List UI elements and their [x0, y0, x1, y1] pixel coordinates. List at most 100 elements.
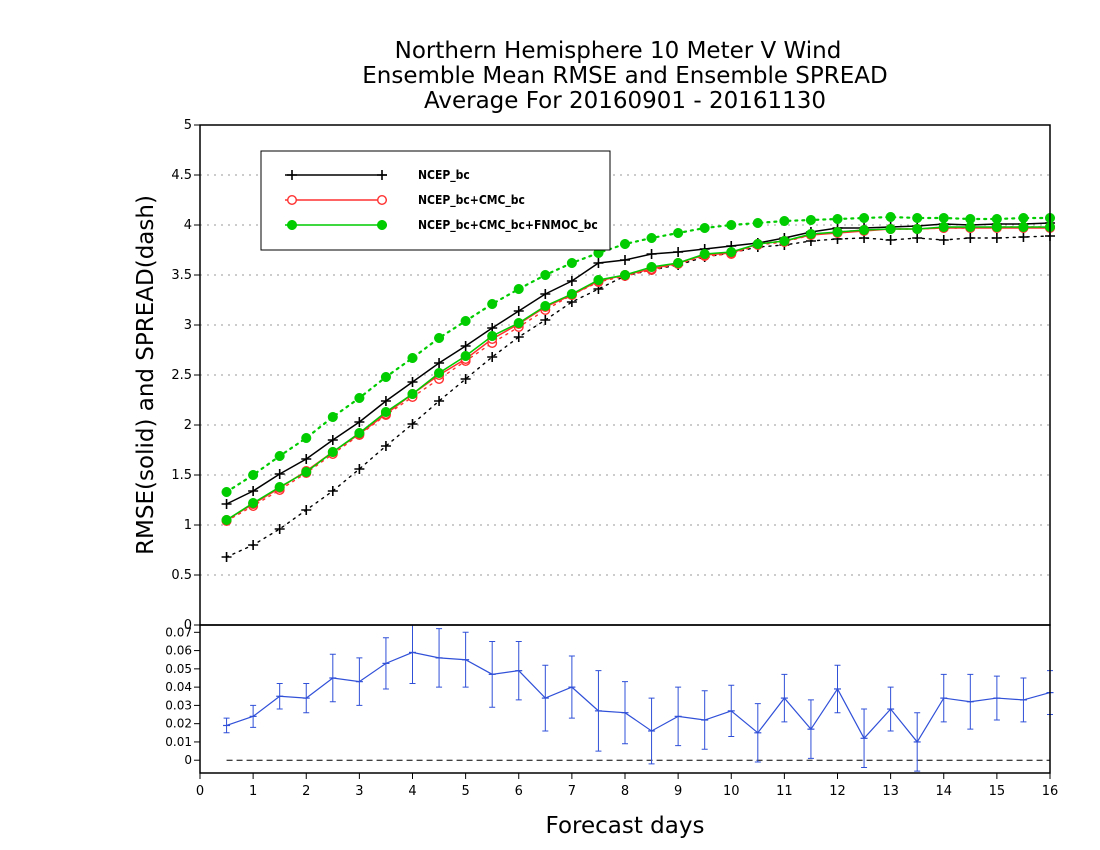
rmse-point-2-24: [859, 224, 870, 236]
spread-point-2-22: [805, 214, 816, 226]
spread-point-0-12: [540, 315, 551, 325]
bottom-y-tick-label-4: 0.04: [165, 680, 192, 694]
x-tick-label-6: 6: [515, 784, 523, 799]
rmse-point-0-8: [434, 358, 445, 368]
rmse-point-0-11: [513, 306, 524, 316]
x-tick-label-16: 16: [1042, 784, 1059, 799]
spread-point-0-10: [487, 352, 498, 362]
rmse-point-0-2: [274, 469, 285, 479]
legend-label-2: NCEP_bc+CMC_bc+FNMOC_bc: [418, 218, 598, 233]
spread-point-2-3: [301, 432, 312, 444]
rmse-point-0-5: [354, 417, 365, 427]
spread-point-2-4: [327, 411, 338, 423]
rmse-point-2-19: [726, 246, 737, 258]
x-tick-label-15: 15: [989, 784, 1006, 799]
bottom-y-tick-label-0: 0: [184, 753, 192, 767]
rmse-point-2-4: [327, 446, 338, 458]
spread-point-2-2: [274, 450, 285, 462]
series-0: [221, 218, 1055, 562]
rmse-point-0-16: [646, 249, 657, 259]
bottom-y-tick-label-2: 0.02: [165, 717, 192, 731]
rmse-point-0-1: [248, 486, 259, 496]
top-panel-series: [221, 211, 1056, 562]
spread-point-0-28: [965, 233, 976, 243]
x-tick-label-2: 2: [302, 784, 310, 799]
chart-title-line-1: Northern Hemisphere 10 Meter V Wind: [395, 38, 842, 64]
x-tick-label-7: 7: [568, 784, 576, 799]
error-bar-7: [409, 624, 416, 684]
legend-marker-right-2: [376, 219, 388, 231]
diff-line-0: [226, 651, 1051, 743]
rmse-point-2-8: [434, 367, 445, 379]
legend: NCEP_bc NCEP_bc+CMC_bc NCEP_bc+CMC_bc+FNMO…: [260, 150, 611, 251]
y-tick-label-9: 4.5: [171, 168, 192, 183]
bottom-y-tick-label-5: 0.05: [165, 662, 192, 676]
spread-point-2-23: [832, 213, 843, 225]
rmse-point-2-22: [805, 228, 816, 240]
x-axis-label: Forecast days: [546, 813, 705, 839]
x-tick-label-10: 10: [723, 784, 740, 799]
x-tick-label-5: 5: [461, 784, 469, 799]
y-tick-label-0: 0: [184, 618, 192, 633]
spread-point-2-26: [912, 212, 923, 224]
bottom-y-tick-label-6: 0.06: [165, 644, 192, 658]
rmse-point-0-4: [327, 435, 338, 445]
spread-point-0-27: [938, 235, 949, 245]
x-tick-label-12: 12: [829, 784, 846, 799]
rmse-point-2-13: [566, 288, 577, 300]
spread-point-2-20: [752, 217, 763, 229]
spread-point-0-4: [327, 486, 338, 496]
spread-point-2-17: [673, 227, 684, 239]
x-tick-label-14: 14: [935, 784, 952, 799]
rmse-point-2-21: [779, 235, 790, 247]
spread-point-2-25: [885, 211, 896, 223]
y-tick-label-2: 1: [184, 518, 192, 533]
y-tick-label-6: 3: [184, 318, 192, 333]
series-2: [221, 211, 1056, 526]
spread-point-0-29: [991, 233, 1002, 243]
x-tick-label-3: 3: [355, 784, 363, 799]
spread-point-2-30: [1018, 212, 1029, 224]
rmse-point-2-12: [540, 300, 551, 312]
y-axis-label: RMSE(solid) and SPREAD(dash): [133, 195, 159, 555]
spread-point-2-5: [354, 392, 365, 404]
legend-marker-right-0: [377, 170, 387, 180]
bottom-y-tick-label-3: 0.03: [165, 698, 192, 712]
rmse-point-2-3: [301, 466, 312, 478]
spread-point-0-26: [912, 233, 923, 243]
legend-marker-left-1: [287, 194, 298, 205]
spread-point-2-8: [434, 332, 445, 344]
y-tick-label-4: 2: [184, 418, 192, 433]
rmse-point-2-5: [354, 427, 365, 439]
rmse-point-0-7: [407, 377, 418, 387]
rmse-point-0-6: [380, 396, 391, 406]
y-tick-label-7: 3.5: [171, 268, 192, 283]
rmse-point-2-20: [752, 238, 763, 250]
rmse-point-0-12: [540, 289, 551, 299]
rmse-point-0-3: [301, 454, 312, 464]
spread-point-2-12: [540, 269, 551, 281]
spread-point-2-18: [699, 222, 710, 234]
legend-items: NCEP_bc NCEP_bc+CMC_bc NCEP_bc+CMC_bc+FNMO…: [285, 168, 598, 233]
rmse-line-0: [226, 222, 1051, 505]
rmse-point-0-13: [566, 276, 577, 286]
spread-point-2-16: [646, 232, 657, 244]
spread-line-2: [225, 215, 1052, 494]
rmse-point-2-27: [938, 221, 949, 233]
rmse-point-0-0: [221, 499, 232, 509]
rmse-point-2-29: [991, 221, 1002, 233]
spread-point-0-11: [513, 332, 524, 342]
spread-point-0-0: [221, 552, 232, 562]
legend-label-0: NCEP_bc: [418, 168, 470, 183]
rmse-point-2-1: [248, 497, 259, 509]
spread-point-0-1: [248, 540, 259, 550]
legend-marker-right-1: [377, 194, 388, 205]
y-tick-label-8: 4: [184, 218, 192, 233]
rmse-point-2-17: [673, 257, 684, 269]
spread-point-0-3: [301, 505, 312, 515]
rmse-point-0-14: [593, 258, 604, 268]
y-tick-label-3: 1.5: [171, 468, 192, 483]
rmse-point-2-28: [965, 221, 976, 233]
spread-point-0-25: [885, 235, 896, 245]
